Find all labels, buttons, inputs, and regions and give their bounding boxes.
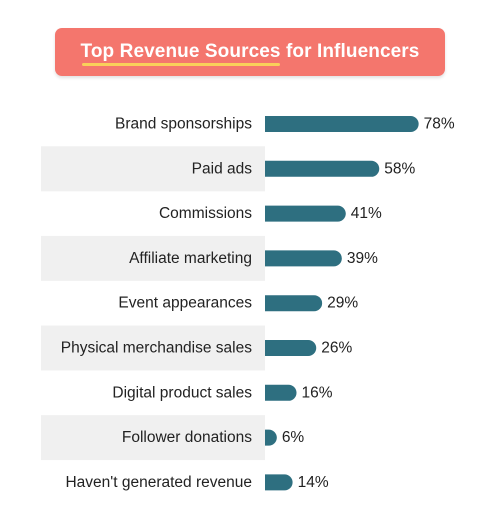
- bar-follower-donations: [265, 429, 277, 446]
- bar-brand-sponsorships: [265, 116, 419, 132]
- row-stripes: [41, 146, 265, 461]
- bar-physical-merchandise-sales: [265, 340, 317, 356]
- title-underline-decoration: [81, 63, 280, 66]
- bar-paid-ads: [265, 160, 380, 177]
- chart-title-banner: Top Revenue Sources for Influencers: [55, 28, 445, 76]
- value-label-physical-merchandise-sales: 26%: [321, 340, 352, 357]
- row-stripe-physical-merchandise-sales: [41, 325, 265, 371]
- category-label-brand-sponsorships: Brand sponsorships: [115, 116, 252, 133]
- bar-event-appearances: [265, 295, 323, 312]
- category-label-haven-t-generated-revenue: Haven't generated revenue: [65, 474, 252, 491]
- value-label-haven-t-generated-revenue: 14%: [298, 474, 329, 491]
- value-label-event-appearances: 29%: [327, 295, 358, 312]
- row-stripe-paid-ads: [41, 146, 265, 192]
- category-label-paid-ads: Paid ads: [192, 160, 253, 177]
- value-label-paid-ads: 58%: [384, 160, 415, 177]
- bar-haven-t-generated-revenue: [265, 474, 293, 491]
- category-labels: Brand sponsorships Paid ads Commissions Aff…: [61, 116, 253, 491]
- category-label-physical-merchandise-sales: Physical merchandise sales: [61, 340, 253, 357]
- category-label-follower-donations: Follower donations: [122, 429, 252, 446]
- value-label-digital-product-sales: 16%: [302, 384, 333, 401]
- bar-affiliate-marketing: [265, 250, 342, 267]
- row-stripe-affiliate-marketing: [41, 235, 265, 281]
- category-label-commissions: Commissions: [159, 205, 252, 222]
- bars-group: [265, 116, 419, 491]
- value-label-follower-donations: 6%: [282, 429, 305, 446]
- value-label-brand-sponsorships: 78%: [424, 116, 455, 133]
- value-label-commissions: 41%: [351, 205, 382, 222]
- value-label-affiliate-marketing: 39%: [347, 250, 378, 267]
- bar-commissions: [265, 205, 346, 222]
- category-label-event-appearances: Event appearances: [118, 295, 252, 312]
- category-label-digital-product-sales: Digital product sales: [112, 384, 252, 401]
- chart-title: Top Revenue Sources for Influencers: [80, 41, 420, 62]
- chart-title-wrap: Top Revenue Sources for Influencers: [80, 41, 420, 66]
- bar-digital-product-sales: [265, 384, 297, 401]
- category-label-affiliate-marketing: Affiliate marketing: [129, 250, 252, 267]
- value-labels: 78% 58% 41% 39% 29% 26% 16% 6% 14%: [282, 116, 455, 491]
- row-stripe-follower-donations: [41, 415, 265, 461]
